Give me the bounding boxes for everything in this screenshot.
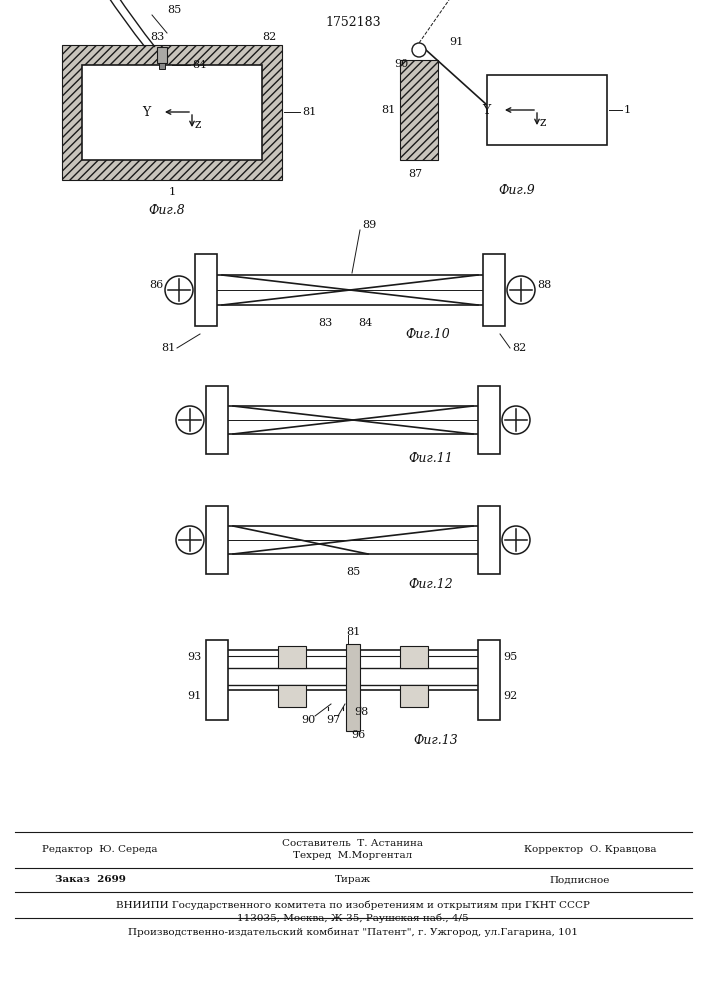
Text: Фиг.10: Фиг.10: [405, 328, 450, 342]
Text: Тираж: Тираж: [335, 876, 371, 884]
Text: 83: 83: [150, 32, 164, 42]
Text: 1: 1: [168, 187, 175, 197]
Circle shape: [412, 43, 426, 57]
Text: Фиг.9: Фиг.9: [498, 184, 535, 196]
Bar: [206, 386, 228, 454]
Text: 81: 81: [346, 627, 360, 637]
Text: 89: 89: [362, 220, 376, 230]
Text: Подписное: Подписное: [550, 876, 610, 884]
Text: 95: 95: [503, 652, 518, 662]
Text: 90: 90: [394, 59, 408, 69]
Text: 1752183: 1752183: [325, 15, 381, 28]
Text: z: z: [195, 117, 201, 130]
Text: Составитель  Т. Астанина: Составитель Т. Астанина: [283, 838, 423, 848]
Text: 82: 82: [262, 32, 276, 42]
Text: 90: 90: [301, 715, 315, 725]
Text: 84: 84: [192, 60, 206, 70]
Text: 91: 91: [187, 691, 201, 701]
Text: 87: 87: [408, 169, 422, 179]
Bar: [195, 254, 217, 326]
Circle shape: [165, 276, 193, 304]
Circle shape: [176, 526, 204, 554]
Text: 83: 83: [318, 318, 332, 328]
Bar: [483, 254, 505, 326]
Bar: [62, 45, 282, 180]
Text: ВНИИПИ Государственного комитета по изобретениям и открытиям при ГКНТ СССР: ВНИИПИ Государственного комитета по изоб…: [116, 900, 590, 910]
Text: 97: 97: [326, 715, 340, 725]
Bar: [478, 640, 500, 720]
Text: Заказ  2699: Заказ 2699: [54, 876, 125, 884]
Text: 82: 82: [512, 343, 526, 353]
Bar: [346, 644, 360, 731]
Bar: [82, 65, 262, 160]
Circle shape: [502, 406, 530, 434]
Text: Фиг.12: Фиг.12: [408, 578, 452, 590]
Text: 113035, Москва, Ж-35, Раушская наб., 4/5: 113035, Москва, Ж-35, Раушская наб., 4/5: [237, 913, 469, 923]
Text: Фиг.13: Фиг.13: [413, 734, 457, 746]
Circle shape: [176, 406, 204, 434]
Text: 84: 84: [358, 318, 372, 328]
Bar: [400, 685, 428, 707]
Text: 98: 98: [354, 707, 368, 717]
Text: Фиг.11: Фиг.11: [408, 452, 452, 466]
Text: 85: 85: [167, 5, 181, 15]
Bar: [159, 63, 165, 69]
Text: 81: 81: [382, 105, 396, 115]
Text: 88: 88: [537, 280, 551, 290]
Text: z: z: [540, 115, 547, 128]
Text: 85: 85: [346, 567, 360, 577]
Bar: [487, 75, 607, 145]
Text: 81: 81: [302, 107, 316, 117]
Bar: [278, 685, 306, 707]
Bar: [400, 646, 428, 668]
Circle shape: [502, 526, 530, 554]
Text: Техред  М.Моргентал: Техред М.Моргентал: [293, 852, 413, 860]
Text: 92: 92: [503, 691, 518, 701]
Bar: [400, 60, 438, 160]
Bar: [206, 640, 228, 720]
Text: 86: 86: [148, 280, 163, 290]
Text: Редактор  Ю. Середа: Редактор Ю. Середа: [42, 846, 158, 854]
Text: Фиг.8: Фиг.8: [148, 204, 185, 217]
Text: Производственно-издательский комбинат "Патент", г. Ужгород, ул.Гагарина, 101: Производственно-издательский комбинат "П…: [128, 927, 578, 937]
Bar: [478, 506, 500, 574]
Bar: [478, 386, 500, 454]
Bar: [157, 47, 167, 63]
Text: 1: 1: [624, 105, 631, 115]
Text: Y: Y: [481, 104, 490, 116]
Text: Корректор  О. Кравцова: Корректор О. Кравцова: [524, 846, 656, 854]
Text: Y: Y: [141, 105, 150, 118]
Text: 96: 96: [351, 730, 365, 740]
Bar: [278, 646, 306, 668]
Text: 81: 81: [160, 343, 175, 353]
Text: 91: 91: [449, 37, 463, 47]
Circle shape: [507, 276, 535, 304]
Text: 93: 93: [187, 652, 201, 662]
Bar: [206, 506, 228, 574]
